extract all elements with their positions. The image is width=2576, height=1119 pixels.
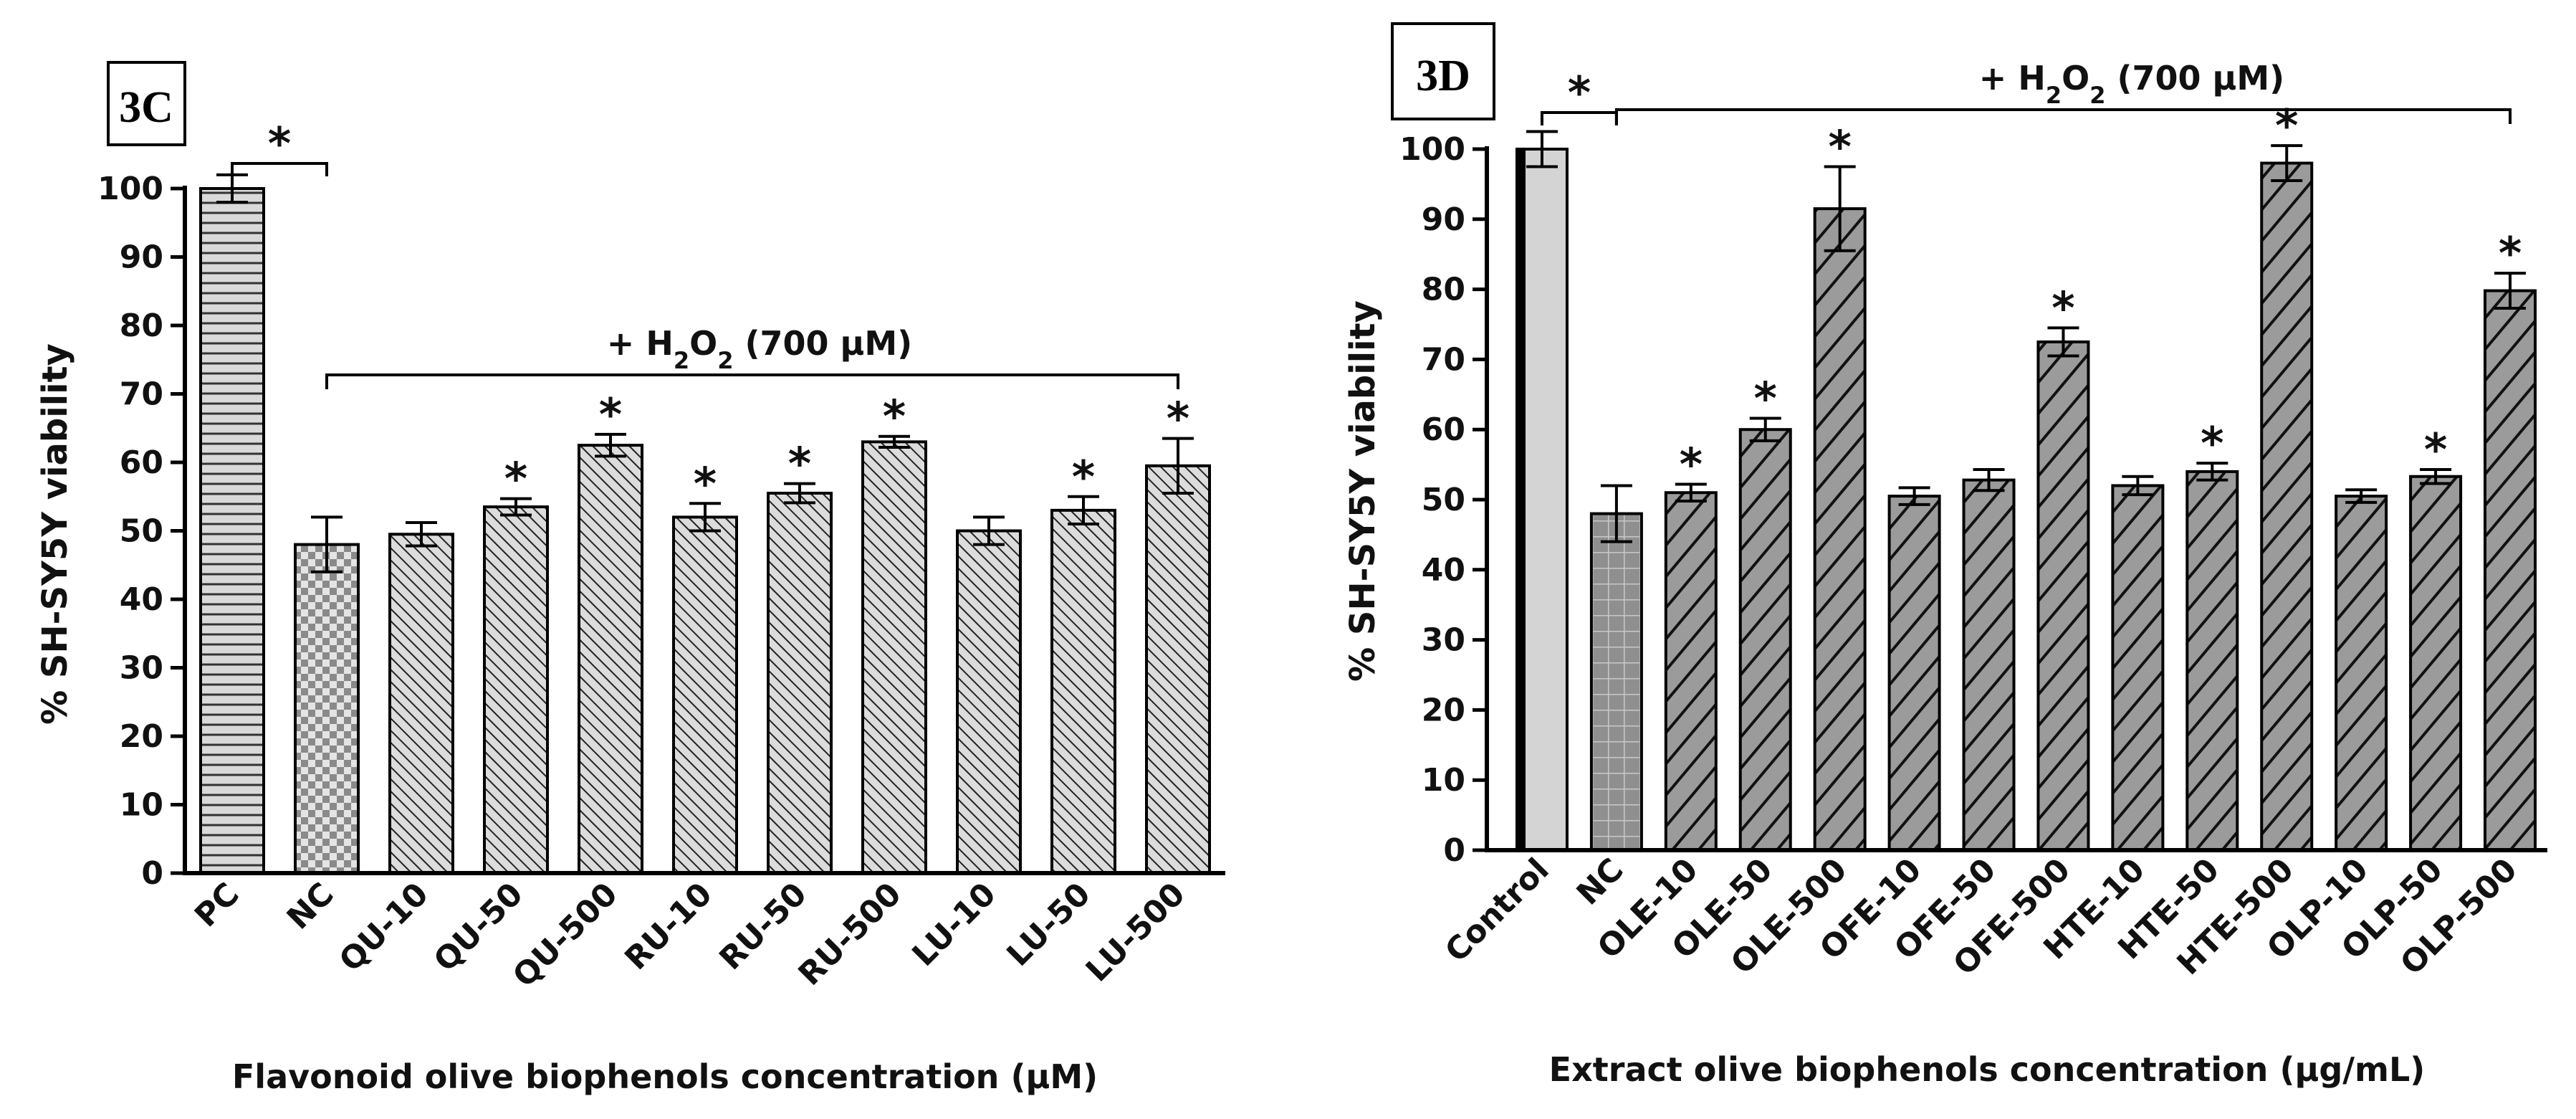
- significance-star: *: [788, 438, 811, 490]
- x-tick-label: QU-500: [506, 876, 625, 995]
- bar-qu-10: [388, 533, 454, 875]
- bar-olp-500: [2484, 289, 2537, 852]
- y-tick-label: 20: [1422, 692, 1465, 728]
- significance-star: *: [1828, 120, 1851, 173]
- bar-nc: [294, 543, 360, 875]
- bar-nc: [1589, 512, 1643, 852]
- bar-ofe-10: [1887, 495, 1941, 852]
- x-tick-label: NC: [280, 876, 341, 937]
- significance-star: *: [883, 391, 906, 443]
- bar-qu-500: [578, 444, 643, 875]
- y-tick-label: 10: [120, 787, 163, 824]
- y-tick-label: 30: [120, 650, 163, 687]
- treatment-label: + H2O2 (700 µM): [1979, 59, 2284, 109]
- bar-hte-50: [2185, 470, 2239, 852]
- significance-star: *: [2424, 424, 2447, 476]
- x-tick-label: LU-500: [1079, 876, 1192, 989]
- x-tick-label: NC: [1570, 852, 1631, 913]
- bar-pc: [199, 187, 265, 875]
- bar-olp-50: [2409, 475, 2463, 852]
- y-tick-label: 0: [1443, 832, 1465, 869]
- significance-star: *: [1680, 438, 1703, 490]
- y-tick-label: 30: [1422, 622, 1465, 659]
- bar-control: [1515, 148, 1569, 852]
- control-bracket: [231, 162, 328, 176]
- bar-lu-500: [1145, 464, 1211, 875]
- y-tick-label: 0: [141, 855, 163, 892]
- bar-hte-10: [2111, 484, 2165, 852]
- y-axis-label: % SH-SY5Y viability: [35, 343, 75, 725]
- panel-label-box: [107, 61, 186, 146]
- bar-ru-500: [861, 440, 927, 875]
- y-tick-label: 90: [1422, 201, 1465, 238]
- y-tick-label: 60: [1422, 411, 1465, 448]
- significance-star: *: [1167, 393, 1189, 445]
- bar-ole-500: [1813, 207, 1867, 852]
- y-tick-label: 70: [1422, 341, 1465, 378]
- y-tick-label: 50: [120, 513, 163, 550]
- y-tick-label: 100: [97, 171, 163, 207]
- treatment-bracket: [1614, 108, 2512, 124]
- bar-lu-10: [956, 529, 1022, 875]
- bar-hte-500: [2260, 161, 2314, 852]
- y-tick-label: 10: [1422, 762, 1465, 799]
- x-tick-label: PC: [188, 876, 246, 935]
- y-tick-label: 70: [120, 376, 163, 413]
- significance-star: *: [2051, 282, 2074, 334]
- y-tick-label: 40: [120, 581, 163, 618]
- control-significance-star: *: [1568, 67, 1591, 119]
- y-tick-label: 60: [120, 444, 163, 481]
- bar-ru-50: [767, 491, 833, 875]
- y-tick-label: 40: [1422, 552, 1465, 589]
- y-tick-label: 100: [1399, 131, 1465, 168]
- significance-star: *: [2275, 100, 2298, 152]
- y-tick-label: 50: [1422, 482, 1465, 518]
- y-tick-label: 90: [120, 239, 163, 276]
- bar-ole-10: [1664, 491, 1718, 852]
- significance-star: *: [694, 457, 717, 510]
- treatment-label: + H2O2 (700 µM): [607, 324, 912, 374]
- bar-qu-50: [483, 505, 549, 875]
- x-tick-label: QU-10: [332, 876, 436, 979]
- bar-ole-50: [1738, 428, 1792, 852]
- x-tick-label: RU-10: [618, 876, 719, 977]
- y-tick-label: 20: [120, 718, 163, 755]
- control-significance-star: *: [268, 118, 291, 170]
- panel-label: 3D: [1416, 52, 1470, 100]
- y-tick-label: 80: [120, 308, 163, 344]
- panel-label-box: [1391, 22, 1495, 120]
- x-axis-label: Flavonoid olive biophenols concentration…: [232, 1057, 1098, 1096]
- bar-ofe-50: [1962, 478, 2016, 852]
- y-tick-label: 80: [1422, 272, 1465, 308]
- significance-star: *: [599, 389, 622, 441]
- x-tick-label: RU-500: [792, 876, 909, 993]
- significance-star: *: [1072, 451, 1095, 503]
- treatment-bracket: [325, 373, 1179, 389]
- bar-ru-10: [672, 515, 738, 875]
- significance-star: *: [2499, 227, 2522, 280]
- panel-3d: 3D * * * * * * * * 0 10 20 30 40 50 60 70 80 90 100 Contro…: [1343, 22, 2547, 1089]
- bar-lu-50: [1050, 508, 1116, 875]
- bar-ofe-500: [2036, 340, 2090, 852]
- y-axis-label: % SH-SY5Y viability: [1343, 300, 1383, 682]
- bar-olp-10: [2335, 495, 2388, 852]
- panel-label: 3C: [119, 83, 173, 132]
- x-tick-label: LU-10: [906, 876, 1003, 973]
- significance-star: *: [2201, 417, 2223, 470]
- x-axis-label: Extract olive biophenols concentration (…: [1549, 1050, 2426, 1089]
- significance-star: *: [1754, 373, 1777, 425]
- x-tick-label: Control: [1438, 852, 1556, 970]
- significance-star: *: [504, 453, 527, 505]
